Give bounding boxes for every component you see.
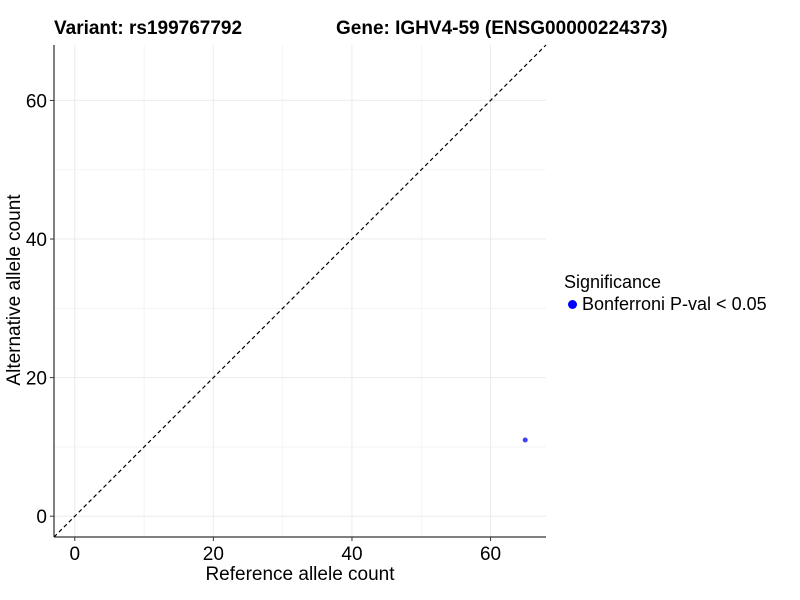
y-ticks: 0 20 40 60 <box>26 91 54 528</box>
x-tick-label: 20 <box>203 544 224 565</box>
legend-label: Bonferroni P-val < 0.05 <box>582 294 767 314</box>
y-axis-label: Alternative allele count <box>4 194 25 386</box>
x-axis-label: Reference allele count <box>205 564 395 585</box>
x-ticks: 0 20 40 60 <box>69 537 501 565</box>
y-tick-label: 20 <box>26 369 47 390</box>
reference-line <box>53 44 547 538</box>
x-tick-label: 0 <box>69 544 80 565</box>
y-tick-label: 60 <box>26 91 47 112</box>
legend: Significance Bonferroni P-val < 0.05 <box>564 272 767 314</box>
grid-major <box>54 45 546 537</box>
gene-title: Gene: IGHV4-59 (ENSG00000224373) <box>336 18 668 39</box>
reference-line-group <box>53 44 547 538</box>
points-group <box>522 437 528 443</box>
y-tick-label: 40 <box>26 230 47 251</box>
legend-title: Significance <box>564 272 662 292</box>
x-tick-label: 60 <box>480 544 501 565</box>
legend-marker-icon <box>568 299 577 309</box>
variant-title: Variant: rs199767792 <box>54 18 243 39</box>
legend-item: Bonferroni P-val < 0.05 <box>564 294 767 314</box>
grid-minor <box>54 45 546 537</box>
data-point <box>522 437 528 443</box>
y-tick-label: 0 <box>36 507 47 528</box>
x-tick-label: 40 <box>341 544 362 565</box>
axes-group <box>53 45 546 538</box>
